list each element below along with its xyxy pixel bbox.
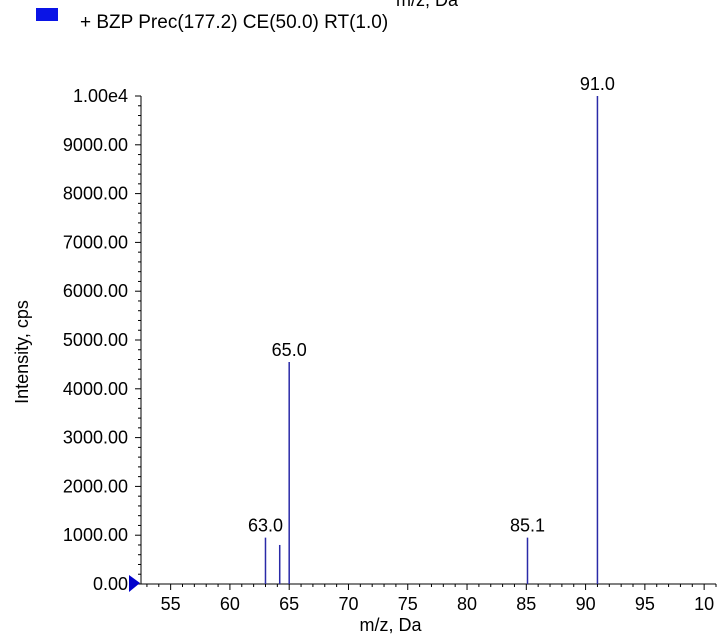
y-tick-label: 4000.00 xyxy=(63,379,128,399)
x-tick-label: 90 xyxy=(576,594,596,614)
zero-marker-icon xyxy=(129,575,140,592)
x-tick-label: 85 xyxy=(516,594,536,614)
y-tick-label: 7000.00 xyxy=(63,232,128,252)
y-tick-label: 9000.00 xyxy=(63,135,128,155)
x-tick-label: 65 xyxy=(279,594,299,614)
y-tick-label: 5000.00 xyxy=(63,330,128,350)
x-tick-label: 55 xyxy=(161,594,181,614)
peak-label: 91.0 xyxy=(580,74,615,94)
x-tick-label: 95 xyxy=(635,594,655,614)
legend-swatch xyxy=(36,8,58,21)
peak-label: 63.0 xyxy=(248,516,283,536)
clipped-axis-label-top: m/z, Da xyxy=(396,0,459,10)
y-tick-label: 1.00e4 xyxy=(73,86,128,106)
y-tick-label: 3000.00 xyxy=(63,428,128,448)
x-tick-label: 70 xyxy=(338,594,358,614)
x-tick-label: 60 xyxy=(220,594,240,614)
y-tick-label: 0.00 xyxy=(93,574,128,594)
y-tick-label: 1000.00 xyxy=(63,525,128,545)
x-tick-label: 10 xyxy=(694,594,714,614)
peak-label: 65.0 xyxy=(272,340,307,360)
y-tick-label: 2000.00 xyxy=(63,476,128,496)
y-tick-label: 8000.00 xyxy=(63,184,128,204)
x-axis-title: m/z, Da xyxy=(359,615,422,635)
y-axis-title: Intensity, cps xyxy=(12,300,32,404)
peak-label: 85.1 xyxy=(510,516,545,536)
x-tick-label: 75 xyxy=(398,594,418,614)
y-tick-label: 6000.00 xyxy=(63,281,128,301)
legend-label: + BZP Prec(177.2) CE(50.0) RT(1.0) xyxy=(80,12,389,33)
x-tick-label: 80 xyxy=(457,594,477,614)
